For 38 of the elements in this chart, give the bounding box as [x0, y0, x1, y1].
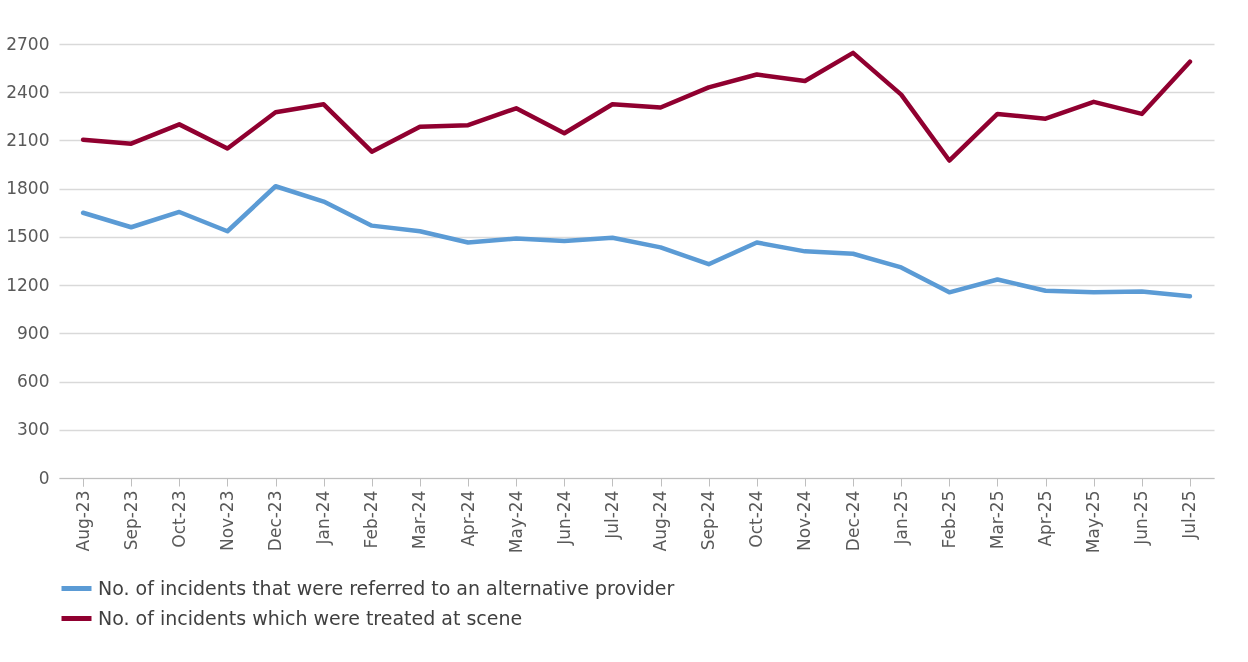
x-tick-label: Feb-24	[361, 490, 382, 549]
x-tick-label: Apr-24	[457, 490, 478, 547]
x-tick-label: Jul-25	[1179, 490, 1200, 540]
x-tick-label: Apr-25	[1035, 490, 1056, 547]
y-tick-label: 600	[17, 371, 50, 392]
x-tick-label: May-24	[505, 490, 526, 554]
x-tick-label: May-25	[1083, 490, 1104, 554]
legend-label: No. of incidents that were referred to an alternative provider	[98, 576, 675, 599]
y-tick-label: 2400	[6, 81, 50, 102]
x-tick-label: Jun-25	[1131, 490, 1152, 546]
y-tick-label: 1500	[6, 226, 50, 247]
x-tick-label: Oct-24	[746, 490, 767, 548]
legend-label: No. of incidents which were treated at scene	[98, 606, 523, 629]
x-tick-label: Dec-24	[842, 490, 863, 552]
x-tick-label: Aug-24	[650, 490, 671, 552]
line-series	[80, 184, 1193, 299]
x-tick-label: Feb-25	[938, 490, 959, 549]
x-tick-label: Jun-24	[553, 490, 574, 546]
x-tick-label: Jul-24	[601, 490, 622, 540]
x-tick-label: Nov-23	[216, 490, 237, 551]
x-tick-label: Sep-24	[698, 490, 719, 551]
x-tick-label: Jan-25	[890, 490, 911, 546]
y-tick-label: 2100	[6, 129, 50, 150]
x-tick-label: Nov-24	[794, 490, 815, 551]
x-tick-label: Sep-23	[120, 490, 141, 551]
line-series	[80, 50, 1193, 163]
y-tick-label: 900	[17, 322, 50, 343]
x-tick-label: Jan-24	[313, 490, 334, 546]
y-tick-label: 300	[17, 419, 50, 440]
x-tick-label: Mar-25	[986, 490, 1007, 550]
x-tick-label: Dec-23	[265, 490, 286, 552]
y-tick-label: 2700	[6, 33, 50, 54]
y-tick-label: 1800	[6, 178, 50, 199]
y-tick-label: 1200	[6, 274, 50, 295]
y-tick-label: 0	[38, 467, 50, 488]
x-tick-label: Oct-23	[168, 490, 189, 548]
x-tick-label: Aug-23	[72, 490, 93, 552]
x-tick-label: Mar-24	[409, 490, 430, 550]
